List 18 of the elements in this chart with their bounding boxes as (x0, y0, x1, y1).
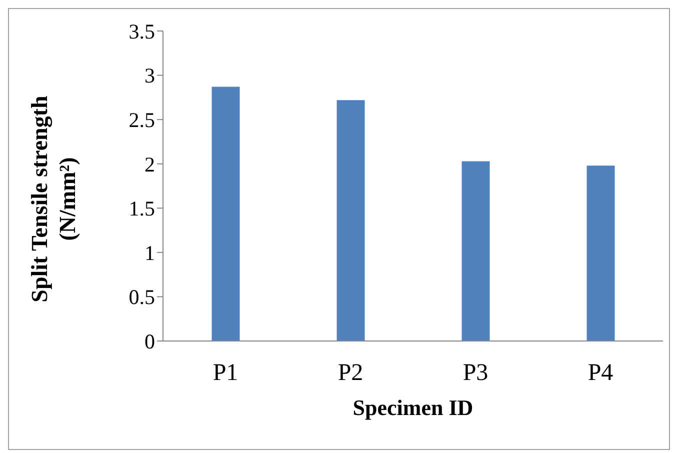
bar (336, 100, 365, 341)
x-tick-label: P1 (212, 360, 238, 386)
x-tick-label: P4 (588, 360, 614, 386)
y-tick-label: 1.5 (128, 196, 155, 221)
y-tick-label: 2.5 (128, 108, 155, 132)
y-axis-title: Split Tensile strength (N/mm²) (26, 94, 81, 304)
y-tick-label: 2 (144, 152, 155, 176)
x-axis-title: Specimen ID (352, 395, 474, 420)
bar (586, 166, 615, 341)
y-tick-label: 0.5 (128, 285, 155, 310)
y-tick-label: 0 (144, 329, 155, 354)
bar (462, 161, 490, 341)
bar (212, 86, 240, 341)
y-tick-label: 3.5 (128, 19, 155, 44)
x-tick-label: P2 (338, 360, 364, 386)
y-tick-label: 3 (144, 64, 155, 88)
x-tick-label: P3 (462, 360, 488, 386)
y-tick-label: 1 (144, 240, 155, 265)
